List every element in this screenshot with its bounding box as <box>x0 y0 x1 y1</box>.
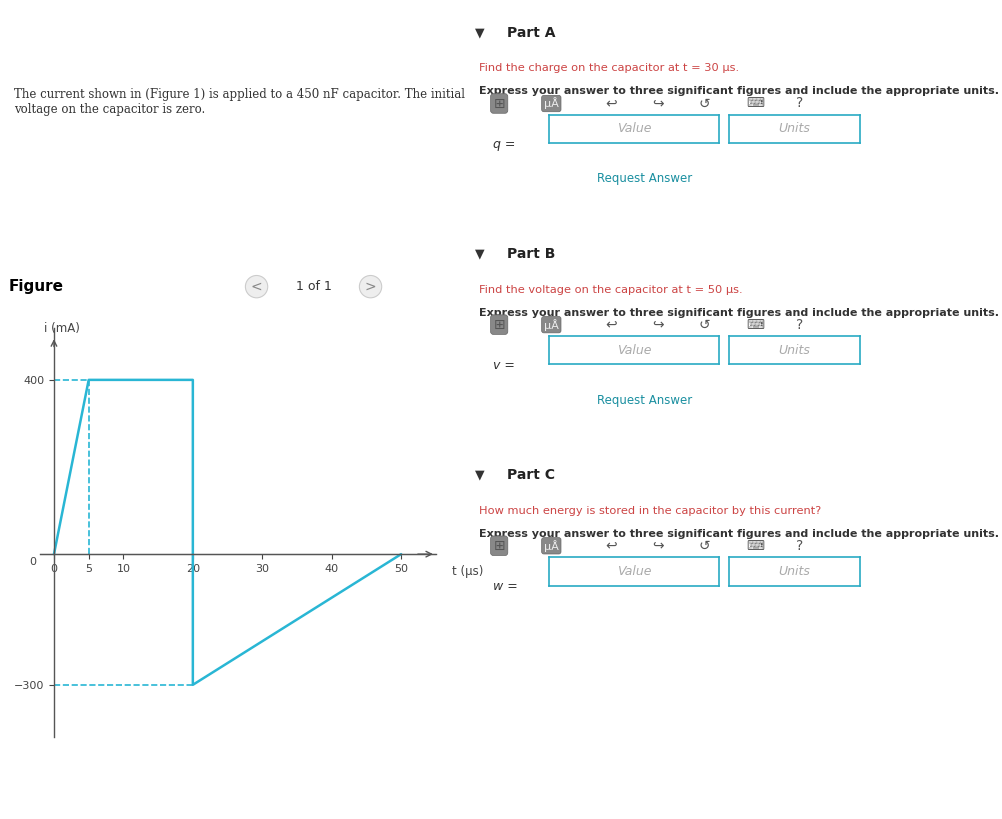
Text: Request Answer: Request Answer <box>597 173 692 185</box>
Text: v =: v = <box>493 359 515 372</box>
Text: ↩: ↩ <box>605 97 617 111</box>
Text: i (mA): i (mA) <box>43 322 79 335</box>
Text: ↺: ↺ <box>699 539 710 553</box>
Text: Find the charge on the capacitor at t = 30 μs.: Find the charge on the capacitor at t = … <box>479 64 739 74</box>
Text: ↪: ↪ <box>652 318 663 332</box>
Text: Express your answer to three significant figures and include the appropriate uni: Express your answer to three significant… <box>479 529 999 539</box>
Text: <: < <box>250 279 263 294</box>
Text: ↪: ↪ <box>652 97 663 111</box>
Text: ⌨: ⌨ <box>745 319 764 332</box>
Text: ?: ? <box>797 318 804 332</box>
Text: Submit: Submit <box>501 173 547 185</box>
Text: The current shown in (Figure 1) is applied to a 450 nF capacitor. The initial
vo: The current shown in (Figure 1) is appli… <box>14 88 465 116</box>
Text: q =: q = <box>493 138 516 151</box>
Text: ↩: ↩ <box>605 539 617 553</box>
Text: ▼: ▼ <box>475 247 485 260</box>
Text: Part A: Part A <box>507 25 555 40</box>
Text: Express your answer to three significant figures and include the appropriate uni: Express your answer to three significant… <box>479 87 999 97</box>
Text: Figure: Figure <box>9 279 64 294</box>
Text: Value: Value <box>617 344 651 356</box>
Text: ▼: ▼ <box>475 468 485 482</box>
Text: 1 of 1: 1 of 1 <box>297 280 333 293</box>
Text: ↪: ↪ <box>652 539 663 553</box>
Text: Submit: Submit <box>501 394 547 406</box>
Text: Request Answer: Request Answer <box>597 394 692 406</box>
Text: ⌨: ⌨ <box>745 540 764 553</box>
Text: μÅ: μÅ <box>544 319 559 331</box>
Text: Find the voltage on the capacitor at t = 50 μs.: Find the voltage on the capacitor at t =… <box>479 285 743 295</box>
Text: ?: ? <box>797 539 804 553</box>
Text: ▼: ▼ <box>475 26 485 39</box>
Text: ?: ? <box>797 97 804 111</box>
Text: Value: Value <box>617 123 651 135</box>
X-axis label: t (μs): t (μs) <box>452 565 483 578</box>
Text: ⌨: ⌨ <box>745 97 764 111</box>
Text: >: > <box>365 279 377 294</box>
Text: w =: w = <box>493 580 518 593</box>
Text: 0: 0 <box>30 557 37 567</box>
Text: Units: Units <box>779 344 811 356</box>
Text: μÅ: μÅ <box>544 540 559 552</box>
Text: Units: Units <box>779 123 811 135</box>
Text: How much energy is stored in the capacitor by this current?: How much energy is stored in the capacit… <box>479 505 822 516</box>
Text: Units: Units <box>779 565 811 577</box>
Text: Value: Value <box>617 565 651 577</box>
Text: Part C: Part C <box>507 468 555 482</box>
Text: Express your answer to three significant figures and include the appropriate uni: Express your answer to three significant… <box>479 308 999 318</box>
Text: Part B: Part B <box>507 247 555 261</box>
Text: ⊞: ⊞ <box>493 97 505 111</box>
Text: ↺: ↺ <box>699 318 710 332</box>
Text: ⊞: ⊞ <box>493 539 505 553</box>
Text: ↺: ↺ <box>699 97 710 111</box>
Text: ⊞: ⊞ <box>493 318 505 332</box>
Text: ↩: ↩ <box>605 318 617 332</box>
Text: μÅ: μÅ <box>544 97 559 110</box>
